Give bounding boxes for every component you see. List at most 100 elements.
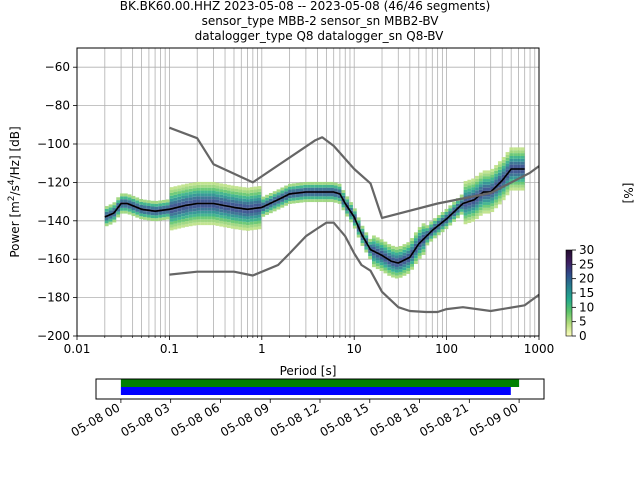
psd-density-cell (131, 207, 136, 211)
psd-density-cell (257, 194, 262, 198)
x-tick-label: 0.01 (64, 342, 91, 356)
psd-density-cell (146, 200, 151, 204)
psd-density-cell (207, 222, 212, 226)
psd-density-cell (234, 191, 239, 195)
psd-density-cell (467, 205, 472, 209)
psd-density-cell (505, 180, 510, 184)
psd-density-cell (188, 214, 193, 218)
psd-density-cell (139, 216, 143, 220)
psd-density-cell (207, 190, 212, 194)
psd-density-cell (253, 200, 258, 204)
psd-density-cell (123, 204, 128, 208)
psd-density-cell (173, 217, 178, 221)
psd-density-cell (211, 207, 216, 211)
psd-density-cell (120, 207, 124, 211)
psd-density-cell (383, 244, 388, 248)
psd-density-cell (391, 257, 395, 261)
psd-density-cell (169, 224, 174, 228)
psd-density-cell (391, 263, 395, 266)
psd-density-cell (520, 156, 525, 159)
psd-density-cell (234, 226, 239, 230)
psd-density-cell (169, 192, 174, 196)
psd-density-cell (234, 197, 239, 201)
psd-density-cell (349, 219, 353, 223)
psd-density-cell (200, 207, 205, 211)
psd-density-cell (387, 249, 392, 253)
psd-density-cell (318, 193, 323, 197)
psd-density-cell (520, 158, 525, 162)
psd-density-cell (349, 204, 353, 208)
psd-density-cell (207, 219, 212, 223)
psd-density-cell (375, 243, 380, 247)
psd-density-cell (497, 190, 502, 193)
psd-density-cell (436, 217, 441, 221)
psd-density-cell (497, 161, 502, 165)
psd-density-cell (104, 220, 109, 224)
psd-density-cell (341, 201, 346, 205)
psd-density-cell (162, 211, 166, 215)
psd-density-cell (513, 173, 518, 177)
psd-density-cell (162, 217, 166, 221)
psd-density-cell (429, 221, 434, 225)
psd-density-cell (253, 192, 258, 196)
psd-density-cell (223, 186, 227, 190)
psd-density-cell (188, 208, 193, 212)
psd-density-cell (318, 199, 323, 203)
psd-density-cell (375, 248, 380, 252)
psd-density-cell (375, 263, 380, 267)
psd-density-cell (230, 202, 235, 206)
psd-density-cell (303, 181, 308, 185)
psd-density-cell (505, 157, 510, 161)
psd-density-cell (394, 264, 399, 267)
psd-density-cell (402, 272, 407, 276)
psd-density-cell (200, 196, 205, 200)
psd-density-cell (177, 196, 182, 200)
psd-density-cell (169, 210, 174, 214)
psd-density-cell (219, 186, 224, 190)
psd-density-cell (184, 186, 189, 190)
psd-density-cell (501, 156, 506, 160)
psd-density-cell (494, 196, 498, 200)
psd-density-cell (192, 191, 197, 194)
psd-density-cell (257, 226, 262, 230)
psd-density-cell (246, 219, 250, 223)
psd-density-cell (268, 195, 273, 199)
psd-density-cell (467, 185, 472, 189)
psd-density-cell (188, 185, 193, 189)
psd-density-cell (288, 186, 292, 190)
psd-density-cell (364, 238, 369, 241)
psd-density-cell (116, 200, 121, 204)
psd-density-cell (184, 215, 189, 219)
psd-density-cell (372, 244, 376, 247)
psd-density-cell (417, 247, 422, 251)
psd-density-cell (463, 183, 468, 187)
psd-density-cell (112, 216, 117, 220)
psd-density-cell (230, 199, 235, 203)
psd-density-cell (112, 205, 117, 209)
psd-density-cell (475, 178, 479, 182)
psd-density-cell (463, 206, 468, 210)
psd-density-cell (249, 187, 254, 190)
psd-density-cell (108, 210, 113, 214)
psd-density-cell (478, 184, 483, 188)
psd-density-cell (192, 216, 197, 220)
psd-density-cell (291, 200, 296, 204)
psd-density-cell (295, 188, 300, 192)
psd-density-cell (467, 202, 472, 206)
psd-density-cell (402, 244, 407, 248)
psd-density-cell (410, 249, 414, 253)
psd-density-cell (505, 189, 510, 193)
psd-density-cell (413, 255, 418, 259)
psd-density-cell (463, 209, 468, 213)
psd-density-cell (364, 249, 369, 253)
x-tick-label: 1000 (524, 342, 555, 356)
psd-density-cell (108, 207, 113, 211)
psd-density-cell (364, 235, 369, 239)
psd-density-cell (356, 223, 361, 227)
psd-density-cell (509, 170, 514, 174)
psd-density-cell (211, 199, 216, 203)
psd-density-cell (475, 198, 479, 202)
psd-density-cell (482, 181, 487, 185)
psd-density-cell (303, 193, 308, 197)
